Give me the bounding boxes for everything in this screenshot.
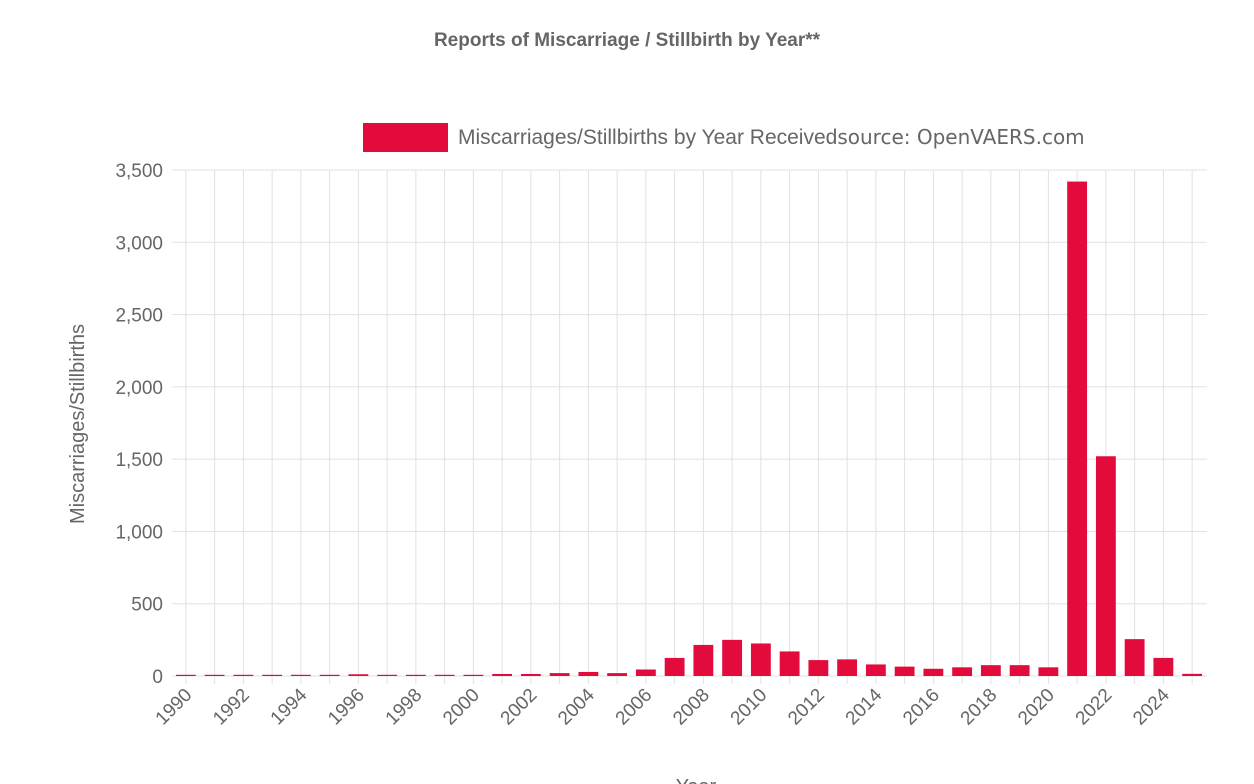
bar-2012[interactable] (808, 660, 829, 676)
y-tick-label: 2,500 (115, 306, 163, 327)
bar-2002[interactable] (520, 673, 541, 676)
x-tick-label: 1998 (382, 685, 427, 730)
bar-2016[interactable] (923, 668, 944, 676)
bar-2011[interactable] (779, 651, 800, 676)
legend[interactable]: Miscarriages/Stillbirths by Year Receive… (363, 123, 1085, 152)
bar-1995[interactable] (319, 674, 340, 676)
y-tick-label: 1,500 (115, 450, 163, 471)
bar-2021[interactable] (1067, 181, 1088, 676)
bar-2013[interactable] (837, 659, 858, 676)
x-axis-ticks: 1990 1992 1994 1996 1998 2000 2002 2004 2006 2008… (152, 684, 1175, 729)
bar-2006[interactable] (635, 669, 656, 676)
bars (175, 181, 1203, 676)
y-axis-ticks: 0 500 1,000 1,500 2,000 2,500 3,000 3,500 (115, 161, 163, 688)
bar-2001[interactable] (492, 673, 513, 676)
y-tick-label: 0 (152, 667, 163, 688)
legend-source-label: source: OpenVAERS.com (837, 125, 1084, 149)
y-tick-label: 3,000 (115, 233, 163, 254)
x-tick-label: 2020 (1014, 685, 1059, 730)
x-tick-label: 2002 (497, 685, 542, 730)
bar-2020[interactable] (1038, 667, 1059, 676)
x-tick-label: 2008 (669, 685, 714, 730)
y-tick-label: 3,500 (115, 161, 163, 182)
bar-1999[interactable] (434, 674, 455, 676)
x-tick-label: 2018 (957, 685, 1002, 730)
bar-2003[interactable] (549, 673, 570, 676)
x-tick-label: 2014 (842, 684, 887, 729)
bar-2017[interactable] (952, 667, 973, 676)
chart-title: Reports of Miscarriage / Stillbirth by Y… (433, 30, 821, 51)
x-tick-label: 2012 (784, 685, 829, 730)
y-axis-title: Miscarriages/Stillbirths (67, 324, 89, 524)
legend-series-label: Miscarriages/Stillbirths by Year Receive… (458, 126, 837, 149)
x-tick-label: 2022 (1072, 685, 1117, 730)
bar-2025[interactable] (1182, 673, 1203, 676)
bar-2018[interactable] (980, 665, 1001, 676)
bar-2008[interactable] (693, 644, 714, 676)
y-tick-label: 500 (131, 595, 163, 616)
x-tick-label: 1992 (209, 685, 254, 730)
bar-1996[interactable] (348, 674, 369, 676)
bar-2009[interactable] (722, 639, 743, 676)
x-tick-label: 2016 (899, 685, 944, 730)
bar-1998[interactable] (405, 674, 426, 676)
bar-2024[interactable] (1153, 657, 1174, 676)
x-tick-label: 1990 (152, 685, 197, 730)
x-tick-label: 2010 (727, 685, 772, 730)
bar-2005[interactable] (607, 673, 628, 676)
bar-1997[interactable] (377, 674, 398, 676)
legend-swatch (363, 123, 448, 152)
bar-1990[interactable] (175, 674, 196, 676)
y-tick-label: 1,000 (115, 522, 163, 543)
bar-2023[interactable] (1124, 639, 1145, 676)
x-axis-title: Year (676, 776, 717, 784)
x-tick-label: 1994 (267, 684, 312, 729)
x-tick-label: 1996 (324, 685, 369, 730)
bar-2000[interactable] (463, 674, 484, 676)
bar-1993[interactable] (262, 674, 283, 676)
bar-2022[interactable] (1095, 456, 1116, 676)
bar-1991[interactable] (204, 674, 225, 676)
x-tick-label: 2006 (612, 685, 657, 730)
y-tick-label: 2,000 (115, 378, 163, 399)
bar-2004[interactable] (578, 671, 599, 676)
legend-label: Miscarriages/Stillbirths by Year Receive… (458, 125, 1085, 149)
x-tick-label: 2024 (1129, 684, 1174, 729)
gridlines (172, 169, 1207, 684)
bar-2007[interactable] (664, 657, 685, 676)
bar-2015[interactable] (894, 666, 915, 676)
x-tick-label: 2004 (554, 684, 599, 729)
bar-1992[interactable] (233, 674, 254, 676)
x-tick-label: 2000 (439, 685, 484, 730)
bar-2019[interactable] (1009, 665, 1030, 676)
bar-2014[interactable] (865, 664, 886, 676)
bar-1994[interactable] (290, 674, 311, 676)
bar-2010[interactable] (750, 643, 771, 676)
